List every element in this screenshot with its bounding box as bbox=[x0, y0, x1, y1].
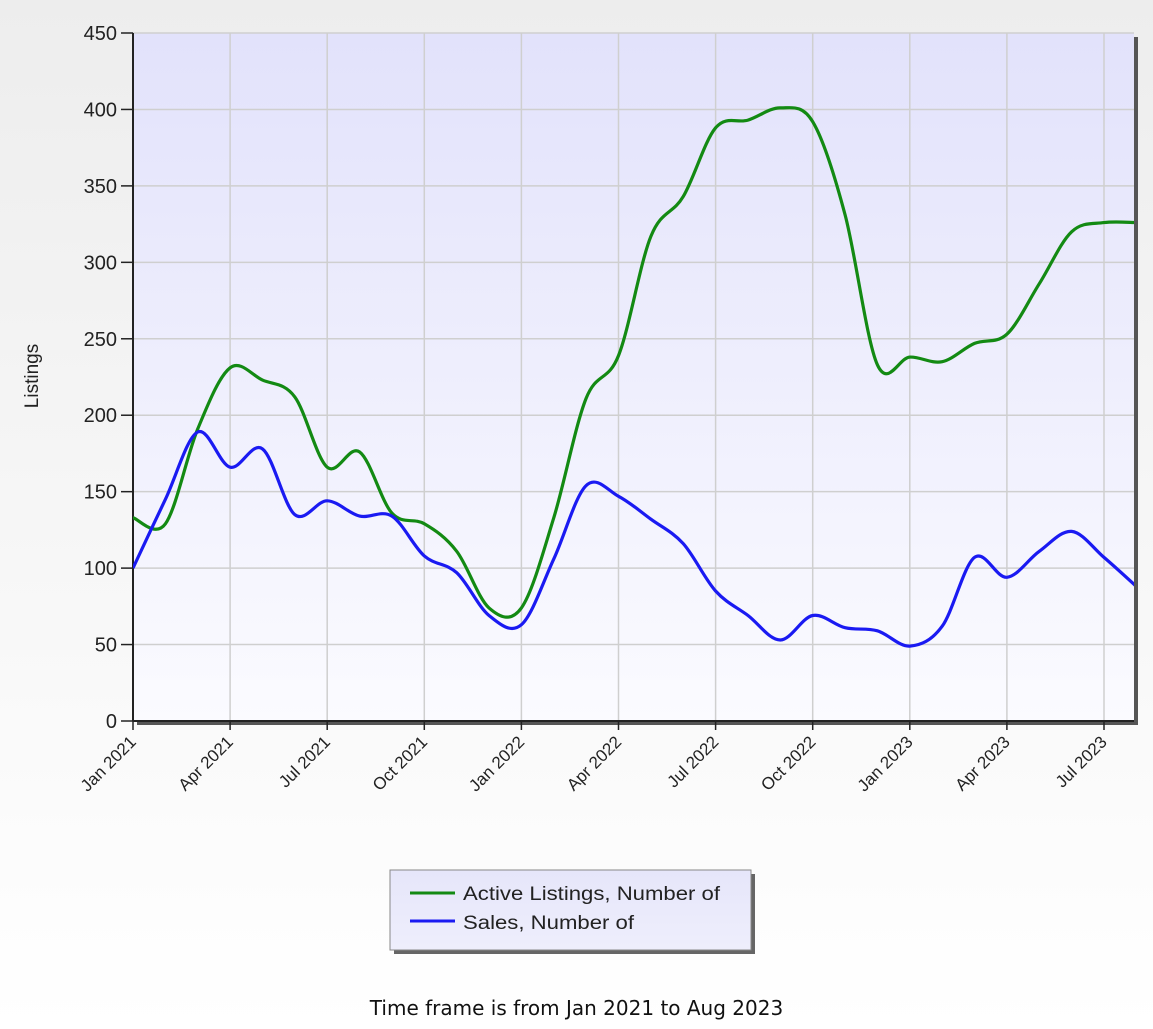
x-tick-label: Jul 2021 bbox=[275, 732, 334, 791]
series-group bbox=[133, 106, 1134, 648]
grid bbox=[133, 32, 1134, 721]
x-tick-label: Jan 2022 bbox=[465, 732, 528, 795]
legend-box bbox=[389, 869, 752, 951]
x-tick-label: Apr 2021 bbox=[175, 732, 237, 794]
time-frame-caption: Time frame is from Jan 2021 to Aug 2023 bbox=[369, 996, 784, 1020]
y-tick-label: 50 bbox=[95, 635, 117, 657]
x-tick-label: Jul 2022 bbox=[664, 732, 723, 791]
y-tick-label: 300 bbox=[84, 252, 117, 274]
x-tick-label: Apr 2023 bbox=[952, 732, 1014, 794]
x-tick-label: Oct 2022 bbox=[757, 732, 819, 794]
series-line-sales bbox=[133, 430, 1134, 648]
x-tick-label: Jan 2021 bbox=[77, 732, 140, 795]
y-tick-label: 450 bbox=[84, 23, 117, 45]
y-tick-label: 100 bbox=[84, 558, 117, 580]
legend-label-active: Active Listings, Number of bbox=[463, 884, 721, 905]
plot-area bbox=[133, 33, 1134, 721]
series-line-active-listings bbox=[133, 106, 1134, 619]
x-tick-label: Jan 2023 bbox=[854, 732, 917, 795]
legend: Active Listings, Number of Sales, Number… bbox=[389, 869, 755, 954]
axes bbox=[121, 32, 1134, 730]
y-tick-label: 0 bbox=[106, 711, 117, 733]
y-tick-label: 200 bbox=[84, 405, 117, 427]
y-tick-label: 350 bbox=[84, 176, 117, 198]
line-chart: 0 50 100 150 200 250 300 350 400 450 Jan 2021 Apr … bbox=[22, 23, 1138, 954]
y-tick-labels: 0 50 100 150 200 250 300 350 400 450 bbox=[84, 23, 117, 733]
x-tick-label: Apr 2022 bbox=[563, 732, 625, 794]
y-tick-label: 150 bbox=[84, 482, 117, 504]
y-tick-label: 250 bbox=[84, 329, 117, 351]
legend-label-sales: Sales, Number of bbox=[463, 913, 635, 934]
x-tick-label: Jul 2023 bbox=[1052, 732, 1111, 791]
y-axis-title: Listings bbox=[22, 344, 43, 408]
y-tick-label: 400 bbox=[84, 99, 117, 121]
x-tick-label: Oct 2021 bbox=[369, 732, 431, 794]
x-tick-labels: Jan 2021 Apr 2021 Jul 2021 Oct 2021 Jan 2022… bbox=[77, 732, 1111, 795]
